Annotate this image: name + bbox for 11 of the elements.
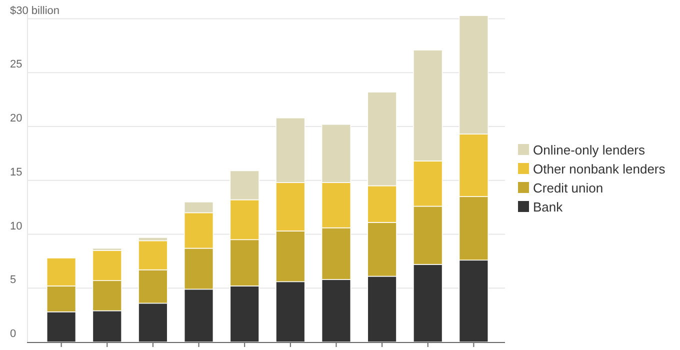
y-tick-label: 0 [10, 328, 16, 340]
y-tick-label: 15 [10, 166, 22, 178]
legend-label: Online-only lenders [533, 142, 646, 158]
legend-label: Credit union [533, 180, 604, 196]
y-tick-label: 5 [10, 274, 16, 286]
legend-label: Bank [533, 200, 564, 214]
y-tick-label: 20 [10, 112, 22, 125]
y-tick-label: 10 [10, 220, 22, 232]
y-tick-label: $30 billion [10, 4, 60, 17]
y-tick-label: 25 [10, 58, 22, 71]
legend-label: Other nonbank lenders [533, 162, 666, 176]
